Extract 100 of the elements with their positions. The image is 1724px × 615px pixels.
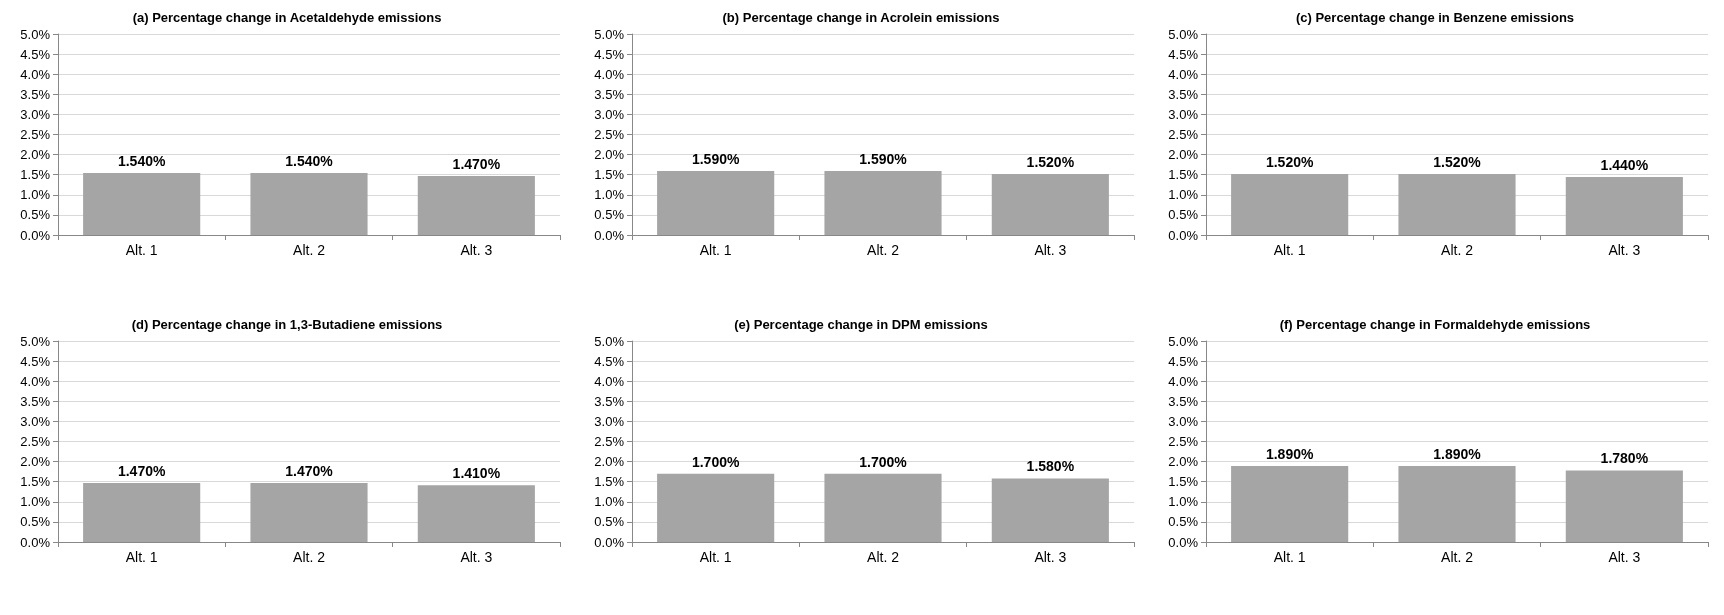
data-label: 1.540% [117, 153, 166, 170]
y-tick-label: 2.0% [20, 147, 51, 163]
y-tick-label: 4.0% [594, 66, 625, 82]
x-tick-label: Alt. 1 [1273, 242, 1306, 258]
y-tick-label: 0.0% [20, 227, 51, 243]
y-tick-label: 1.5% [1168, 167, 1199, 183]
y-tick-label: 1.0% [1168, 494, 1199, 510]
y-tick-label: 1.5% [20, 167, 51, 183]
x-tick-label: Alt. 2 [867, 242, 900, 258]
y-tick-label: 5.0% [594, 333, 625, 349]
x-tick-label: Alt. 3 [460, 242, 493, 258]
y-tick-label: 0.5% [20, 514, 51, 530]
x-tick-label: Alt. 3 [460, 549, 493, 565]
y-tick-label: 4.0% [1168, 66, 1199, 82]
y-tick-label: 0.0% [594, 227, 625, 243]
x-tick-label: Alt. 1 [125, 549, 158, 565]
y-tick-label: 4.0% [1168, 373, 1199, 389]
chart-title: (c) Percentage change in Benzene emissions [1295, 10, 1575, 25]
y-tick-label: 0.0% [594, 534, 625, 550]
y-tick-label: 3.5% [1168, 86, 1199, 102]
y-tick-label: 3.5% [20, 393, 51, 409]
y-tick-label: 2.0% [20, 454, 51, 470]
x-tick-label: Alt. 1 [125, 242, 158, 258]
y-tick-label: 1.0% [20, 494, 51, 510]
x-tick-label: Alt. 3 [1034, 242, 1067, 258]
y-tick-label: 5.0% [20, 333, 51, 349]
y-tick-label: 4.5% [20, 353, 51, 369]
data-label: 1.470% [117, 462, 166, 479]
y-tick-label: 2.0% [594, 147, 625, 163]
y-tick-label: 1.5% [20, 474, 51, 490]
data-label: 1.700% [859, 453, 908, 470]
chart-title: (f) Percentage change in Formaldehyde emissions [1279, 317, 1591, 332]
y-tick-label: 1.5% [594, 474, 625, 490]
y-tick-label: 2.0% [1168, 147, 1199, 163]
x-tick-label: Alt. 2 [1441, 242, 1474, 258]
x-tick-label: Alt. 2 [1441, 549, 1474, 565]
y-tick-label: 3.0% [20, 106, 51, 122]
y-tick-label: 5.0% [1168, 26, 1199, 42]
y-tick-label: 0.5% [1168, 514, 1199, 530]
data-label: 1.590% [859, 151, 908, 168]
y-tick-label: 4.5% [594, 353, 625, 369]
x-tick-label: Alt. 3 [1608, 242, 1641, 258]
y-tick-label: 1.5% [1168, 474, 1199, 490]
data-label: 1.440% [1600, 157, 1649, 174]
data-label: 1.520% [1433, 153, 1482, 170]
data-label: 1.890% [1433, 446, 1482, 463]
y-tick-label: 3.5% [20, 86, 51, 102]
y-tick-label: 5.0% [20, 26, 51, 42]
y-tick-label: 0.5% [20, 207, 51, 223]
chart-title: (a) Percentage change in Acetaldehyde emissions [132, 10, 442, 25]
x-tick-label: Alt. 3 [1608, 549, 1641, 565]
chart-title: (e) Percentage change in DPM emissions [734, 317, 988, 332]
data-label: 1.470% [452, 155, 501, 172]
data-label: 1.520% [1265, 153, 1314, 170]
y-tick-label: 3.0% [594, 106, 625, 122]
x-tick-label: Alt. 1 [1273, 549, 1306, 565]
x-tick-label: Alt. 2 [867, 549, 900, 565]
x-tick-label: Alt. 2 [293, 242, 326, 258]
y-tick-label: 0.5% [594, 514, 625, 530]
data-label: 1.700% [691, 453, 740, 470]
x-tick-label: Alt. 1 [699, 242, 732, 258]
y-tick-label: 4.0% [20, 373, 51, 389]
data-label: 1.410% [452, 465, 501, 482]
y-tick-label: 0.0% [1168, 227, 1199, 243]
y-tick-label: 3.0% [594, 413, 625, 429]
y-tick-label: 3.0% [1168, 413, 1199, 429]
y-tick-label: 2.5% [20, 127, 51, 142]
y-tick-label: 1.0% [594, 494, 625, 510]
x-tick-label: Alt. 3 [1034, 549, 1067, 565]
y-tick-label: 1.0% [20, 187, 51, 203]
y-tick-label: 4.5% [1168, 353, 1199, 369]
data-label: 1.540% [285, 153, 334, 170]
y-tick-label: 0.5% [1168, 207, 1199, 223]
y-tick-label: 2.5% [20, 434, 51, 449]
y-tick-label: 4.5% [594, 46, 625, 62]
y-tick-label: 5.0% [1168, 333, 1199, 349]
chart-title: (b) Percentage change in Acrolein emissions [722, 10, 1000, 25]
y-tick-label: 0.0% [20, 534, 51, 550]
x-tick-label: Alt. 1 [699, 549, 732, 565]
y-tick-label: 2.0% [1168, 454, 1199, 470]
y-tick-label: 2.5% [1168, 127, 1199, 142]
y-tick-label: 4.0% [20, 66, 51, 82]
data-label: 1.890% [1265, 446, 1314, 463]
y-tick-label: 2.5% [594, 434, 625, 449]
y-tick-label: 4.0% [594, 373, 625, 389]
y-tick-label: 0.5% [594, 207, 625, 223]
y-tick-label: 2.5% [594, 127, 625, 142]
y-tick-label: 3.0% [20, 413, 51, 429]
data-label: 1.780% [1600, 450, 1649, 467]
y-tick-label: 3.5% [594, 86, 625, 102]
y-tick-label: 1.0% [1168, 187, 1199, 203]
y-tick-label: 4.5% [20, 46, 51, 62]
y-tick-label: 1.0% [594, 187, 625, 203]
data-label: 1.580% [1026, 458, 1075, 475]
y-tick-label: 2.0% [594, 454, 625, 470]
data-label: 1.590% [691, 151, 740, 168]
data-label: 1.470% [285, 462, 334, 479]
x-tick-label: Alt. 2 [293, 549, 326, 565]
y-tick-label: 3.0% [1168, 106, 1199, 122]
y-tick-label: 2.5% [1168, 434, 1199, 449]
